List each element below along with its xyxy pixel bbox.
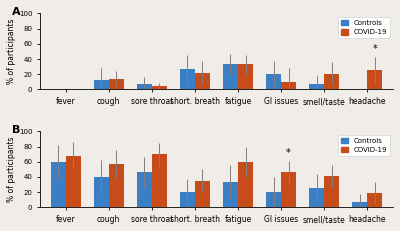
Bar [180,69,195,89]
Bar [281,172,296,207]
Y-axis label: % of participants: % of participants [7,137,16,202]
Bar [324,176,339,207]
Bar [137,84,152,89]
Bar [238,64,253,89]
Bar [51,162,66,207]
Bar [223,182,238,207]
Bar [137,172,152,207]
Bar [238,162,253,207]
Bar [324,73,339,89]
Legend: Controls, COVID-19: Controls, COVID-19 [338,135,390,156]
Bar [309,188,324,207]
Bar [195,181,210,207]
Bar [352,202,367,207]
Bar [66,156,81,207]
Text: *: * [286,148,291,158]
Text: *: * [372,44,377,54]
Bar [367,70,382,89]
Text: B: B [12,125,20,135]
Bar [309,84,324,89]
Bar [109,79,124,89]
Legend: Controls, COVID-19: Controls, COVID-19 [338,17,390,38]
Bar [152,86,167,89]
Bar [281,82,296,89]
Bar [367,193,382,207]
Bar [109,164,124,207]
Bar [266,192,281,207]
Bar [266,74,281,89]
Bar [180,192,195,207]
Bar [152,154,167,207]
Y-axis label: % of participants: % of participants [7,19,16,84]
Bar [223,64,238,89]
Text: A: A [12,7,20,17]
Bar [94,177,109,207]
Bar [195,73,210,89]
Bar [94,80,109,89]
